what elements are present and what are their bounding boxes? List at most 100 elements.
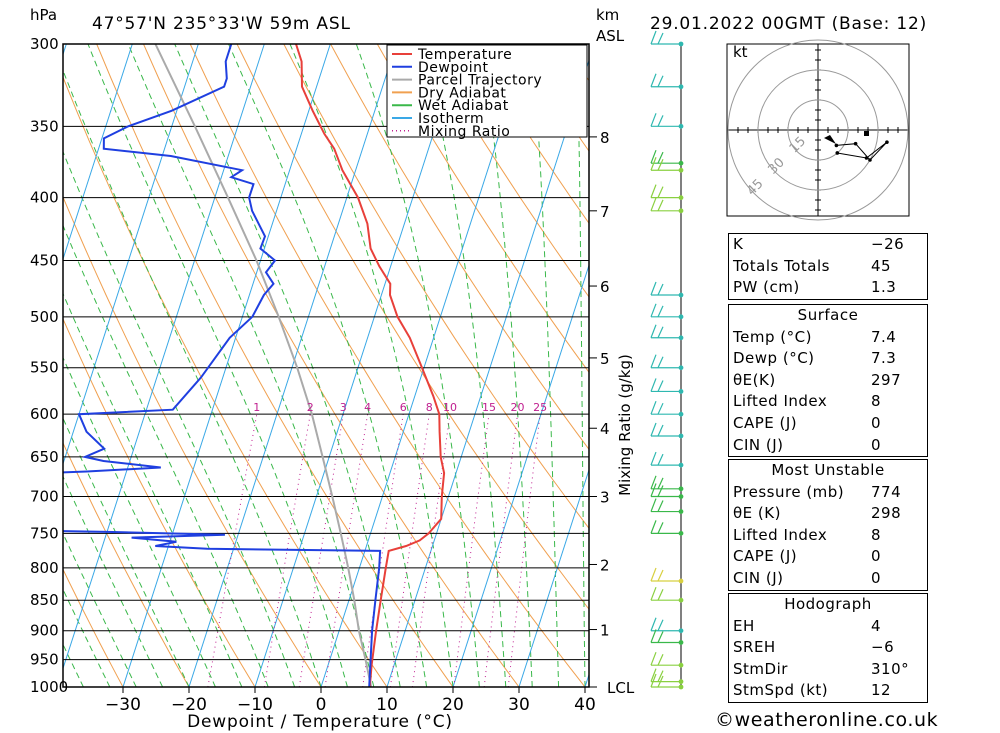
- wind-barb-flag: [657, 402, 664, 415]
- hodograph-point: [853, 141, 858, 146]
- wind-barb-flag: [657, 380, 664, 392]
- wind-barb-dot: [678, 195, 684, 201]
- table-row-value: 0: [871, 435, 882, 454]
- wind-barb-dot: [678, 628, 684, 634]
- isotherm-line: [320, 44, 529, 687]
- table-row: CAPE (J) 0: [729, 546, 927, 568]
- wind-barb-dot: [678, 365, 684, 371]
- wind-barb-flag: [650, 520, 657, 534]
- mixing-ratio-label: 1: [253, 401, 260, 414]
- wind-barb-flag: [650, 668, 657, 682]
- surface-heading: Surface: [797, 306, 859, 324]
- table-row-label: CIN (J): [733, 435, 784, 454]
- isotherm-line: [63, 44, 133, 261]
- wind-barb-flag: [650, 324, 657, 338]
- table-row: SREH −6: [729, 637, 927, 659]
- table-row-label: θE(K): [733, 370, 776, 389]
- wind-barb-dot: [678, 411, 684, 417]
- wind-barb-flag: [657, 326, 664, 339]
- km-tick-label: 2: [600, 556, 610, 574]
- x-axis-title: Dewpoint / Temperature (°C): [187, 712, 453, 732]
- table-row-value: 310°: [871, 659, 910, 678]
- dewpoint-line: [63, 44, 382, 687]
- table-row: θE(K) 297: [729, 370, 927, 392]
- pressure-tick-label: 700: [30, 488, 59, 506]
- isotherm-line: [63, 44, 265, 671]
- table-row-label: PW (cm): [733, 278, 800, 297]
- table-row-label: Pressure (mb): [733, 482, 845, 501]
- table-row-value: 0: [871, 413, 882, 432]
- dry-adiabat-line: [376, 44, 589, 374]
- pressure-tick-label: 300: [30, 35, 59, 53]
- table-row-label: Totals Totals: [733, 256, 830, 275]
- wet-adiabat-line: [87, 44, 348, 687]
- table-row: CIN (J) 0: [729, 568, 927, 590]
- legend-box: [386, 44, 588, 138]
- table-row: Dewp (°C) 7.3: [729, 348, 927, 370]
- table-row: θE (K) 298: [729, 503, 927, 525]
- wind-barb-flag: [650, 281, 657, 296]
- wind-barb-dot: [678, 640, 684, 645]
- table-row: EH 4: [729, 616, 927, 638]
- wind-barb-flag: [650, 197, 657, 212]
- legend-label: Isotherm: [418, 111, 484, 127]
- pressure-tick-label: 750: [30, 524, 59, 542]
- table-row-label: EH: [733, 616, 755, 635]
- mixing-ratio-label: 25: [533, 401, 547, 414]
- table-row: Lifted Index 8: [729, 391, 927, 413]
- wind-barb-flag: [650, 629, 657, 643]
- wind-barb-flag: [657, 653, 664, 666]
- table-row-value: 4: [871, 616, 882, 635]
- wet-adiabat-line: [63, 150, 296, 687]
- wind-barb-dot: [678, 486, 684, 492]
- wind-barb-dot: [678, 684, 684, 690]
- table-row-label: K: [733, 235, 744, 253]
- dry-adiabat-line: [330, 44, 589, 451]
- pressure-tick-label: 1000: [30, 678, 68, 696]
- wind-barb-dot: [678, 494, 684, 499]
- x-tick-label: 20: [442, 695, 464, 715]
- isotherm-line: [63, 44, 199, 466]
- profile-lines: [63, 44, 446, 687]
- isotherm-line: [188, 44, 397, 687]
- hodograph-ring: [727, 39, 909, 221]
- wind-barb-flag: [650, 378, 657, 392]
- wind-barb-flag: [657, 283, 664, 296]
- isotherm-line: [122, 44, 331, 687]
- table-row-label: Dewp (°C): [733, 349, 815, 368]
- wind-barb-flag: [657, 186, 664, 198]
- pressure-tick-label: 850: [30, 591, 59, 609]
- storm-motion-arrow: [824, 135, 836, 144]
- table-row-label: θE (K): [733, 504, 781, 523]
- pressure-tick-label: 550: [30, 359, 59, 377]
- mixing-ratio-label: 3: [340, 401, 347, 414]
- table-row-value: 8: [871, 392, 882, 411]
- table-row: StmSpd (kt) 12: [729, 680, 927, 702]
- wind-barb-flag: [657, 356, 664, 368]
- dry-adiabat-line: [63, 75, 388, 687]
- wind-barb-flag: [657, 305, 664, 318]
- wind-barb-flag: [650, 651, 657, 666]
- mixing-ratio-label: 20: [511, 401, 525, 414]
- table-row: CAPE (J) 0: [729, 413, 927, 435]
- wind-barb-flag: [650, 586, 657, 601]
- wind-barb-dot: [678, 679, 684, 685]
- wind-barb-dot: [678, 292, 684, 298]
- dry-adiabat-line: [143, 44, 520, 687]
- mixing-ratio-label: 2: [307, 401, 314, 414]
- wind-barb-dot: [678, 123, 684, 129]
- height-ref: ASL: [596, 27, 625, 45]
- isotherms: [63, 44, 589, 687]
- x-tick-label: −20: [171, 695, 207, 715]
- pressure-tick-label: 950: [30, 651, 59, 669]
- table-row-value: 1.3: [871, 278, 897, 297]
- table-row-label: Lifted Index: [733, 392, 828, 411]
- isotherm-line: [452, 263, 589, 687]
- copyright-footer[interactable]: ©weatheronline.co.uk: [715, 709, 939, 731]
- hodograph-point: [834, 143, 839, 148]
- wind-barb-dot: [678, 208, 684, 214]
- wind-barb-flag: [657, 453, 664, 466]
- table-row-label: StmSpd (kt): [733, 681, 829, 700]
- mixing-ratio-labels: 1 2 3 4 6 8 10 15 20 25: [253, 401, 547, 414]
